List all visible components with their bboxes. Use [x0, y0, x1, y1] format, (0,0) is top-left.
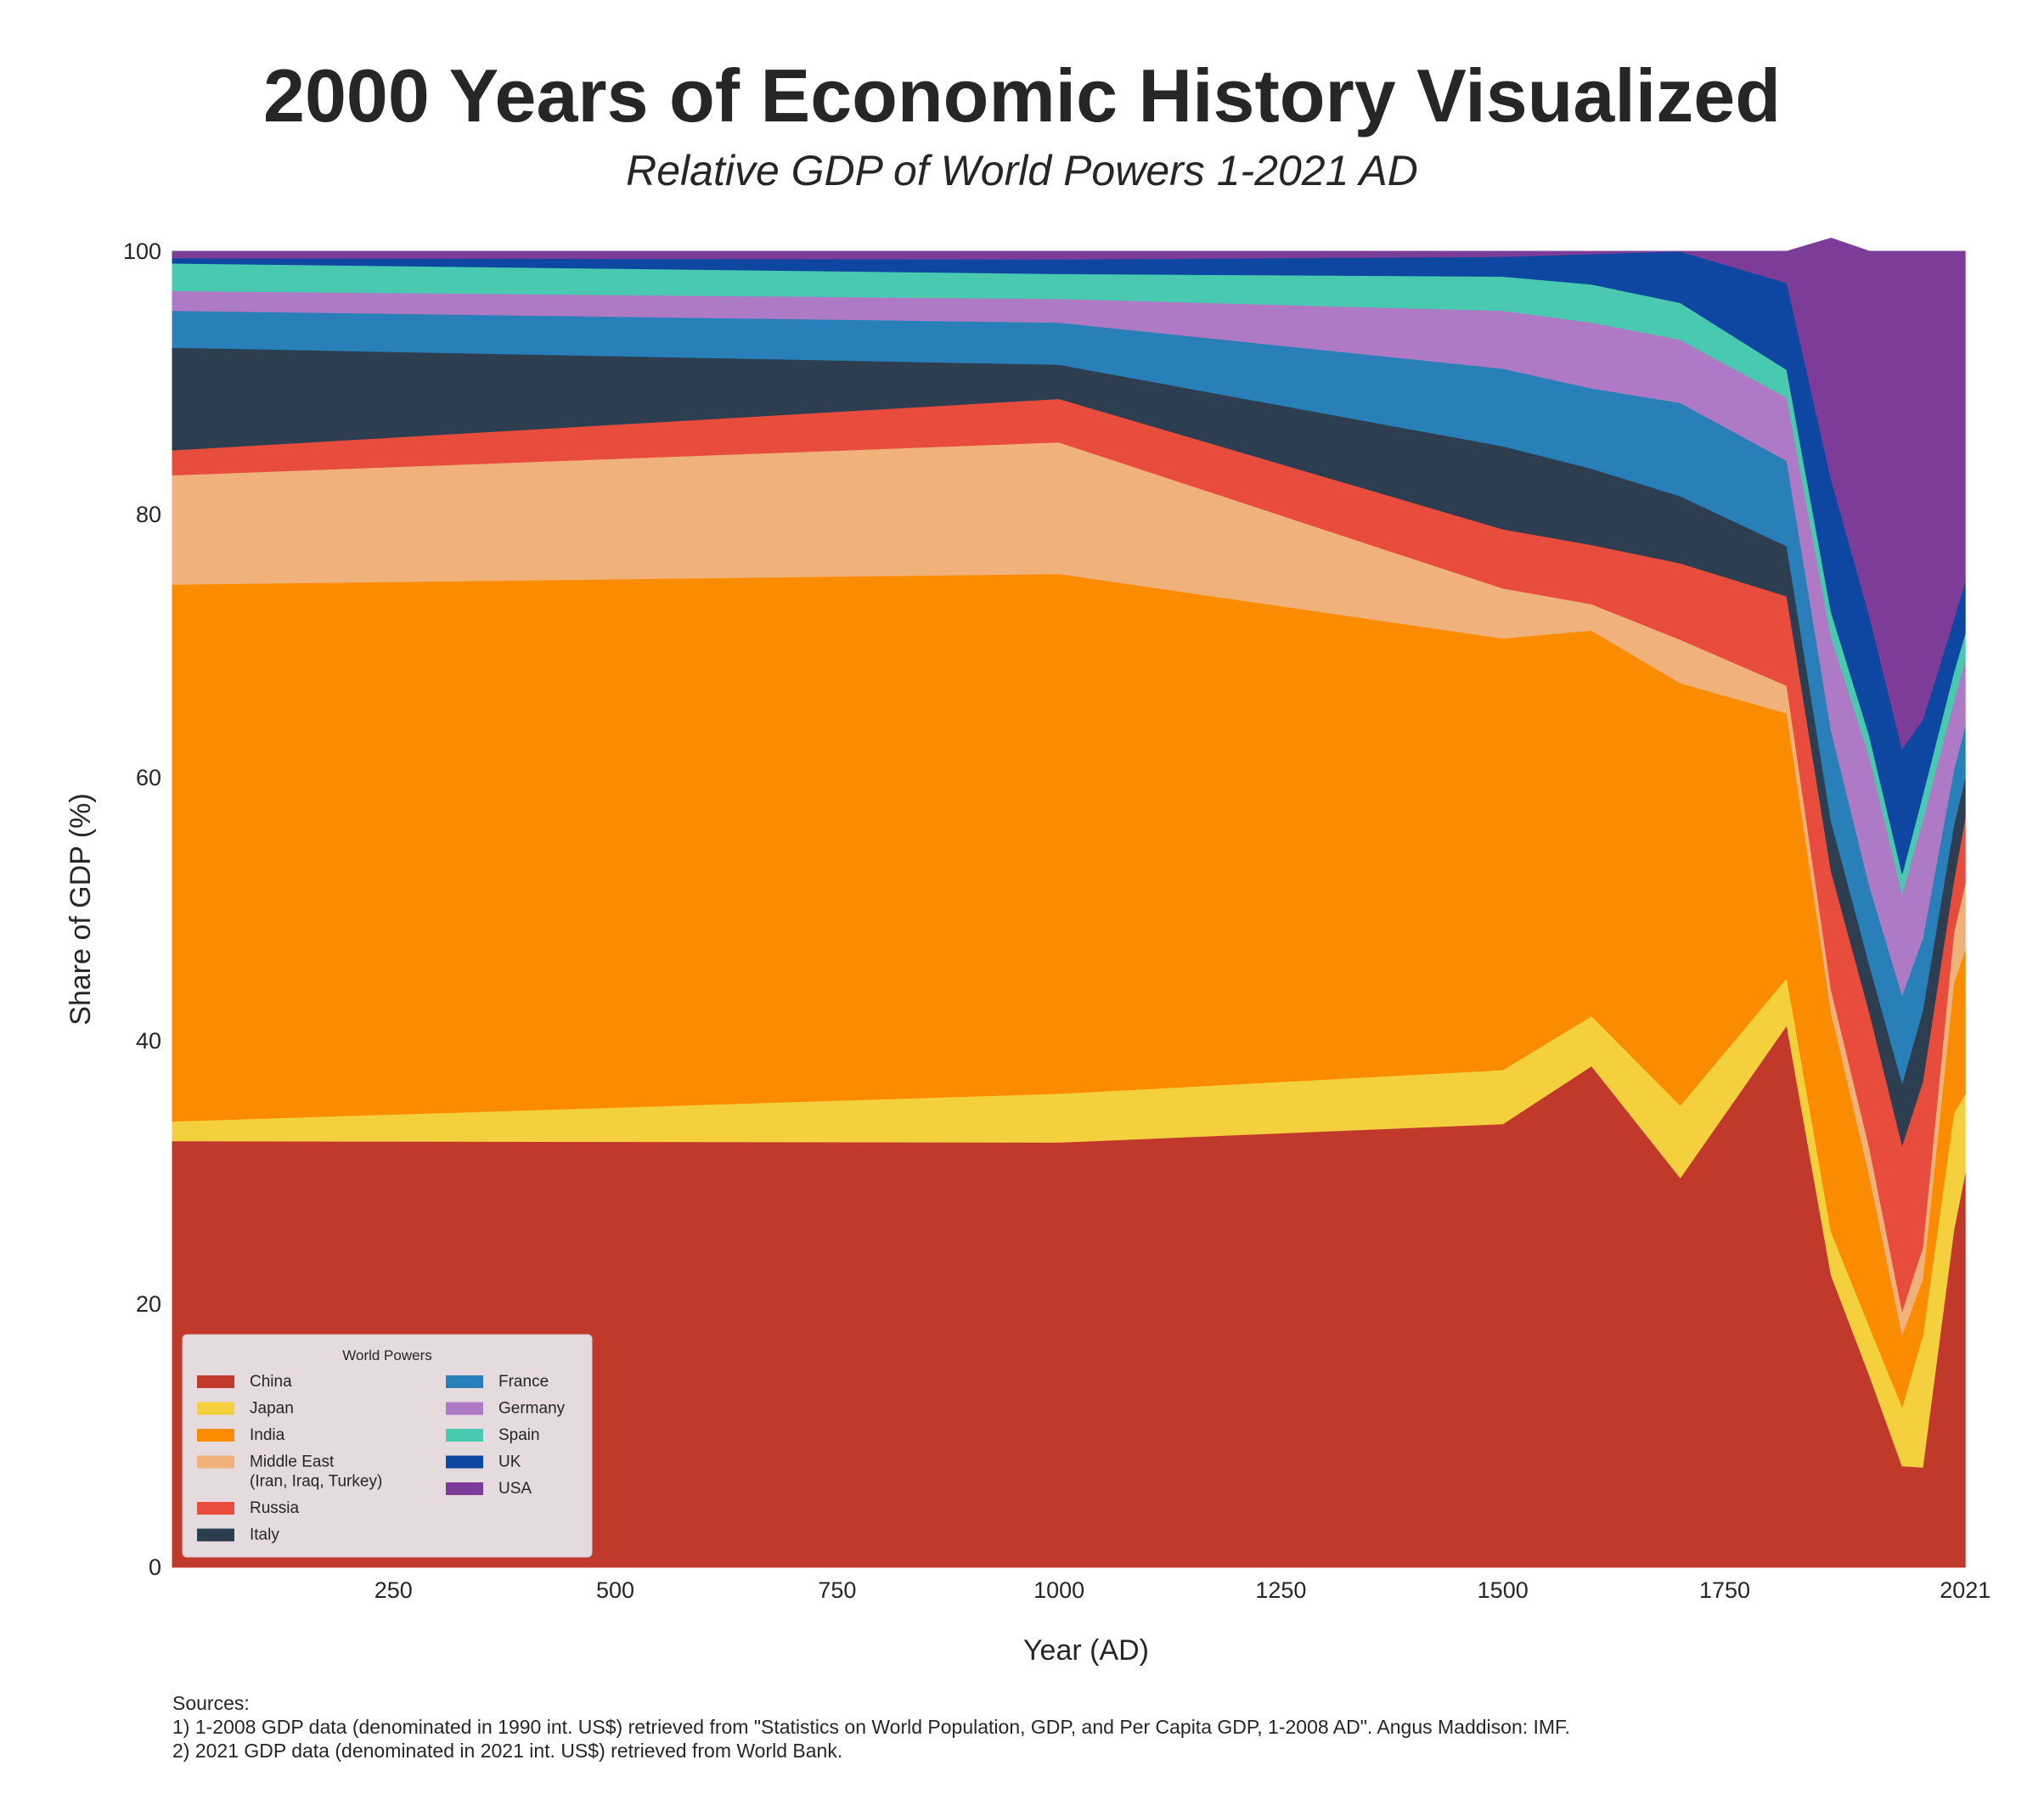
legend-label-usa: USA [498, 1480, 532, 1498]
legend-swatch-india [197, 1429, 234, 1442]
legend: World Powers China Japan India Middle East (I… [182, 1334, 593, 1558]
legend-swatch-middle-east [197, 1455, 234, 1469]
y-tick-label: 0 [149, 1555, 161, 1580]
y-tick-label: 20 [136, 1291, 161, 1317]
legend-label-uk: UK [498, 1453, 521, 1471]
y-tick-label: 60 [136, 765, 161, 790]
legend-title: World Powers [342, 1347, 432, 1363]
legend-label-india: India [250, 1426, 285, 1444]
legend-label-france: France [498, 1373, 549, 1391]
legend-box [182, 1334, 593, 1558]
legend-swatch-italy [197, 1528, 234, 1542]
y-axis-label: Share of GDP (%) [65, 793, 97, 1025]
legend-label-italy: Italy [250, 1526, 279, 1544]
x-tick-label: 750 [818, 1577, 856, 1603]
x-tick-label: 1250 [1255, 1577, 1306, 1603]
legend-swatch-germany [446, 1402, 483, 1415]
legend-label-germany: Germany [498, 1400, 566, 1418]
source-line-1: 1) 1-2008 GDP data (denominated in 1990 … [172, 1716, 1570, 1738]
x-axis-label: Year (AD) [1023, 1634, 1149, 1667]
y-tick-label: 100 [123, 239, 161, 264]
legend-label-china: China [250, 1373, 292, 1391]
chart-subtitle: Relative GDP of World Powers 1-2021 AD [626, 147, 1418, 194]
x-tick-label: 1750 [1699, 1577, 1750, 1603]
legend-swatch-russia [197, 1502, 234, 1515]
legend-label-russia: Russia [250, 1499, 300, 1517]
axes: Year (AD)Share of GDP (%)250 500 750 1000 12… [65, 239, 1991, 1667]
x-tick-label: 2021 [1940, 1577, 1991, 1603]
legend-swatch-china [197, 1375, 234, 1388]
source-line-2: 2) 2021 GDP data (denominated in 2021 in… [172, 1740, 843, 1762]
x-tick-label: 1500 [1478, 1577, 1529, 1603]
legend-label-spain: Spain [498, 1426, 540, 1444]
chart-title: 2000 Years of Economic History Visualize… [263, 53, 1781, 138]
x-tick-label: 500 [596, 1577, 634, 1603]
area-usa [172, 237, 1966, 751]
x-tick-label: 1000 [1033, 1577, 1084, 1603]
sources-note: Sources: 1) 1-2008 GDP data (denominated… [172, 1691, 1570, 1763]
legend-label-middle-east: Middle East (Iran, Iraq, Turkey) [250, 1453, 382, 1491]
legend-label-japan: Japan [250, 1400, 294, 1418]
x-tick-label: 250 [374, 1577, 413, 1603]
legend-swatch-uk [446, 1455, 483, 1469]
legend-swatch-japan [197, 1402, 234, 1415]
plot-area [172, 237, 1966, 1568]
y-tick-label: 40 [136, 1028, 161, 1054]
sources-heading: Sources: [172, 1692, 250, 1714]
legend-swatch-spain [446, 1429, 483, 1442]
y-tick-label: 80 [136, 502, 161, 527]
legend-swatch-usa [446, 1482, 483, 1495]
legend-swatch-france [446, 1375, 483, 1388]
